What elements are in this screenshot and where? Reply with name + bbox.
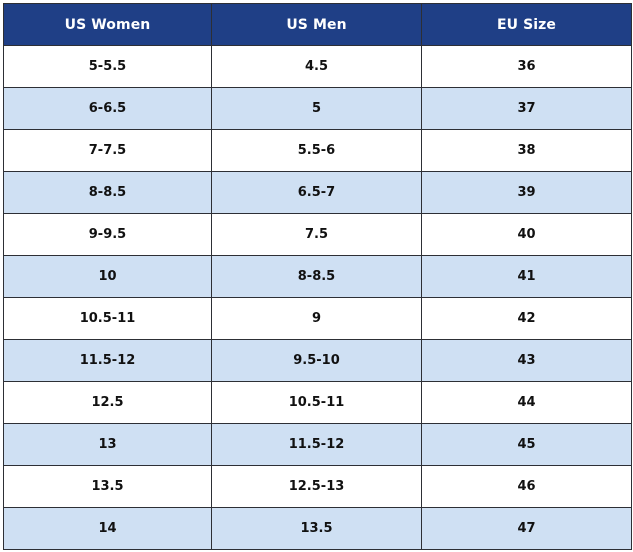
cell-us-women: 5-5.5 — [3, 45, 212, 88]
cell-us-men: 13.5 — [211, 507, 422, 550]
header-us-women: US Women — [3, 3, 212, 46]
header-eu-size: EU Size — [421, 3, 632, 46]
table-row: 11.5-12 9.5-10 43 — [3, 339, 632, 382]
cell-eu-size: 39 — [421, 171, 632, 214]
cell-us-women: 6-6.5 — [3, 87, 212, 130]
cell-us-women: 12.5 — [3, 381, 212, 424]
cell-eu-size: 40 — [421, 213, 632, 256]
cell-us-men: 5 — [211, 87, 422, 130]
cell-us-women: 7-7.5 — [3, 129, 212, 172]
table-row: 6-6.5 5 37 — [3, 87, 632, 130]
table-row: 13.5 12.5-13 46 — [3, 465, 632, 508]
cell-us-men: 4.5 — [211, 45, 422, 88]
cell-us-women: 8-8.5 — [3, 171, 212, 214]
cell-us-men: 7.5 — [211, 213, 422, 256]
table-row: 10.5-11 9 42 — [3, 297, 632, 340]
table-row: 7-7.5 5.5-6 38 — [3, 129, 632, 172]
cell-eu-size: 44 — [421, 381, 632, 424]
cell-eu-size: 36 — [421, 45, 632, 88]
cell-us-men: 9.5-10 — [211, 339, 422, 382]
cell-us-men: 10.5-11 — [211, 381, 422, 424]
cell-us-men: 9 — [211, 297, 422, 340]
table-header-row: US Women US Men EU Size — [3, 3, 632, 46]
cell-eu-size: 47 — [421, 507, 632, 550]
table-row: 14 13.5 47 — [3, 507, 632, 550]
cell-us-men: 6.5-7 — [211, 171, 422, 214]
table-row: 5-5.5 4.5 36 — [3, 45, 632, 88]
cell-eu-size: 38 — [421, 129, 632, 172]
cell-us-men: 8-8.5 — [211, 255, 422, 298]
cell-us-women: 9-9.5 — [3, 213, 212, 256]
cell-us-women: 10.5-11 — [3, 297, 212, 340]
table-row: 12.5 10.5-11 44 — [3, 381, 632, 424]
cell-eu-size: 46 — [421, 465, 632, 508]
table-row: 10 8-8.5 41 — [3, 255, 632, 298]
cell-us-men: 12.5-13 — [211, 465, 422, 508]
table-row: 13 11.5-12 45 — [3, 423, 632, 466]
cell-us-women: 11.5-12 — [3, 339, 212, 382]
table-row: 8-8.5 6.5-7 39 — [3, 171, 632, 214]
cell-us-men: 11.5-12 — [211, 423, 422, 466]
cell-eu-size: 42 — [421, 297, 632, 340]
size-conversion-table: US Women US Men EU Size 5-5.5 4.5 36 6-6… — [3, 3, 632, 550]
cell-eu-size: 37 — [421, 87, 632, 130]
cell-us-women: 14 — [3, 507, 212, 550]
table-row: 9-9.5 7.5 40 — [3, 213, 632, 256]
cell-us-men: 5.5-6 — [211, 129, 422, 172]
cell-eu-size: 41 — [421, 255, 632, 298]
cell-us-women: 13 — [3, 423, 212, 466]
cell-eu-size: 43 — [421, 339, 632, 382]
cell-us-women: 10 — [3, 255, 212, 298]
cell-us-women: 13.5 — [3, 465, 212, 508]
header-us-men: US Men — [211, 3, 422, 46]
cell-eu-size: 45 — [421, 423, 632, 466]
